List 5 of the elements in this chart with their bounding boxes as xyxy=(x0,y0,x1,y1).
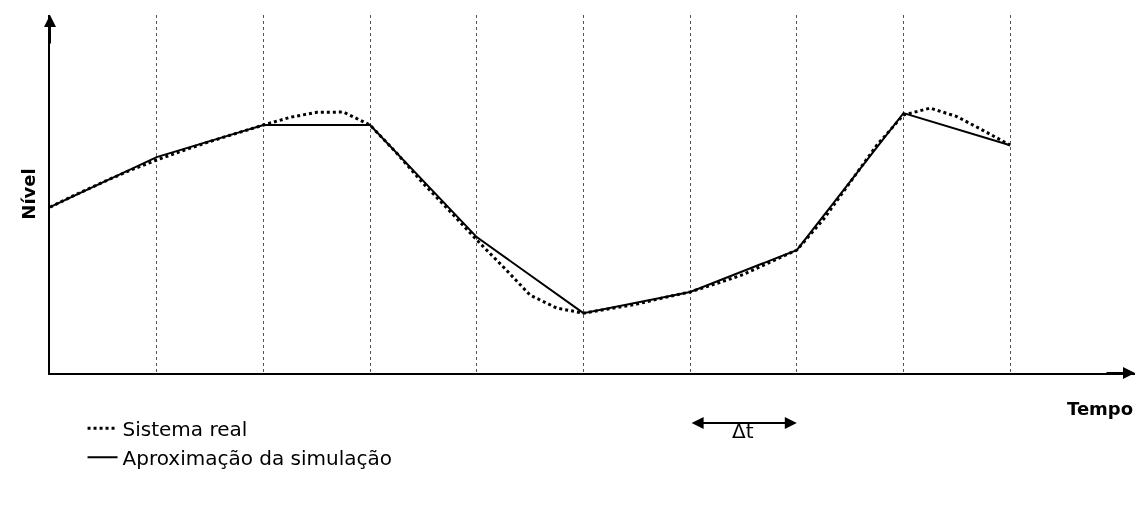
legend-label: Sistema real xyxy=(122,417,248,442)
text: Δt xyxy=(732,419,754,443)
legend-label: Aproximação da simulação xyxy=(122,446,393,471)
x-axis-title: Tempo xyxy=(1067,398,1134,419)
y-axis-title: Nível xyxy=(17,168,39,220)
